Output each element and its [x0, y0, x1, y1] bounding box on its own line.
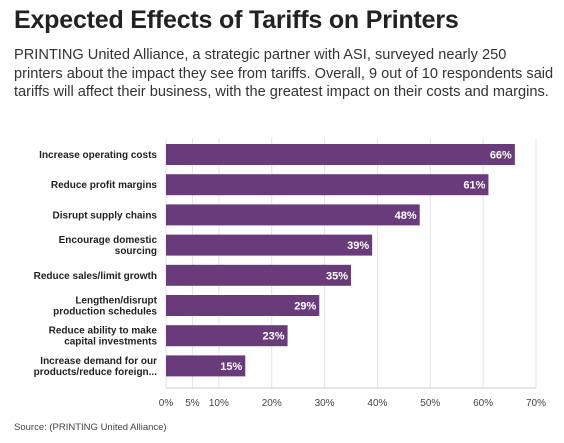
x-tick-label-2: 10%	[209, 398, 229, 409]
value-label-2: 48%	[395, 210, 417, 222]
source-note: Source: (PRINTING United Alliance)	[14, 422, 167, 433]
bar-5	[166, 295, 320, 316]
bar-7	[166, 355, 246, 377]
value-label-7: 15%	[220, 361, 242, 373]
x-tick-label-5: 40%	[367, 398, 387, 409]
x-tick-label-7: 60%	[473, 398, 493, 409]
category-label-5-line-0: Lengthen/disrupt	[75, 296, 157, 307]
category-label-7-line-1: products/reduce foreign...	[34, 367, 158, 378]
value-label-5: 29%	[294, 301, 316, 313]
bar-3	[166, 234, 373, 256]
x-tick-label-0: 0%	[159, 398, 174, 409]
bar-4	[166, 264, 351, 286]
category-label-7-line-0: Increase demand for our	[40, 356, 157, 367]
value-label-0: 66%	[490, 150, 512, 162]
category-label-3-line-1: sourcing	[115, 246, 157, 257]
bar-6	[166, 325, 288, 347]
x-tick-label-4: 30%	[315, 398, 335, 409]
bar-2	[166, 204, 420, 226]
category-label-4: Reduce sales/limit growth	[34, 271, 157, 282]
category-label-2: Disrupt supply chains	[53, 210, 158, 221]
category-label-1: Reduce profit margins	[51, 180, 158, 191]
category-label-5-line-1: production schedules	[53, 307, 157, 318]
x-tick-label-3: 20%	[262, 398, 282, 409]
category-label-3-line-0: Encourage domestic	[59, 235, 158, 246]
value-label-3: 39%	[347, 240, 369, 252]
value-label-1: 61%	[463, 180, 485, 192]
category-label-0: Increase operating costs	[39, 150, 157, 161]
bar-0	[166, 144, 515, 165]
chart-subtitle: PRINTING United Alliance, a strategic pa…	[14, 47, 554, 100]
chart-title: Expected Effects of Tariffs on Printers	[14, 6, 459, 34]
category-label-6-line-0: Reduce ability to make	[49, 326, 158, 337]
category-label-6-line-1: capital investments	[64, 337, 157, 348]
value-label-4: 35%	[326, 270, 348, 282]
bar-1	[166, 174, 489, 196]
value-label-6: 23%	[263, 331, 285, 343]
bar-chart: 66% Increase operating costs 61% Reduce pro…	[34, 138, 546, 409]
x-tick-label-1: 5%	[185, 398, 200, 409]
x-tick-label-8: 70%	[526, 398, 546, 409]
x-tick-label-6: 50%	[420, 398, 440, 409]
